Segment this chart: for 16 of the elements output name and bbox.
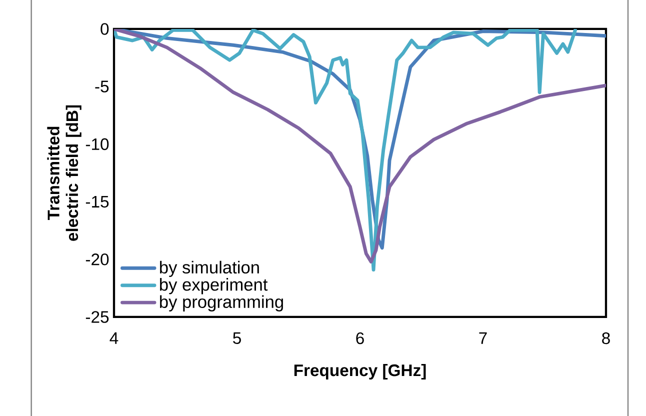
- legend-label: by experiment: [160, 278, 268, 294]
- y-tick-label: -15: [86, 196, 109, 208]
- x-tick-label: 7: [479, 332, 487, 344]
- y-tick-label: -5: [95, 80, 109, 92]
- legend-label: by simulation: [160, 260, 259, 277]
- y-tick-label: -10: [86, 138, 109, 150]
- y-tick-label: -25: [86, 311, 109, 323]
- x-tick-label: 6: [356, 332, 364, 344]
- x-tick-label: 5: [233, 332, 241, 344]
- y-tick-label: 0: [100, 23, 109, 35]
- x-tick-label: 4: [110, 332, 118, 344]
- y-tick-label: -20: [86, 254, 109, 266]
- y-axis-title: Transmitted electric field [dB]: [47, 105, 82, 241]
- x-axis-title: Frequency [GHz]: [294, 364, 426, 380]
- x-tick-label: 8: [602, 332, 610, 344]
- legend-label: by programming: [160, 295, 283, 312]
